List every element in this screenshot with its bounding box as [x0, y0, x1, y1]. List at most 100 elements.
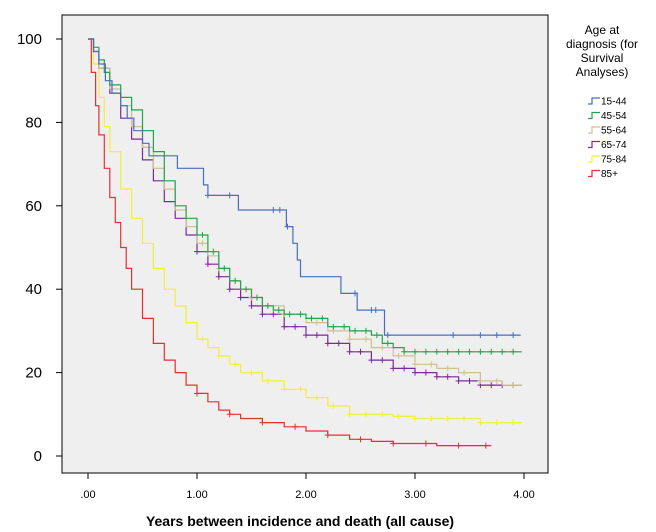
y-tick-label: 40: [25, 281, 42, 298]
legend-label: 75-84: [601, 155, 627, 166]
censor-mark: [221, 265, 228, 272]
censor-mark: [461, 369, 468, 376]
censor-mark: [199, 336, 206, 343]
censor-mark: [384, 340, 391, 347]
censor-mark: [455, 348, 462, 355]
censor-mark: [194, 390, 200, 397]
legend-title-line-2: diagnosis (for: [566, 37, 638, 51]
censor-mark: [199, 240, 206, 247]
censor-mark: [395, 352, 402, 359]
censor-mark: [455, 442, 462, 449]
censor-mark: [444, 348, 451, 355]
censor-mark: [194, 248, 200, 255]
censor-mark: [477, 332, 484, 339]
censor-mark: [362, 336, 369, 343]
censor-mark: [324, 340, 331, 347]
censor-mark: [297, 386, 304, 393]
censor-mark: [477, 419, 484, 426]
censor-mark: [422, 348, 429, 355]
censor-mark: [368, 357, 375, 364]
censor-mark: [275, 307, 282, 314]
censor-mark: [433, 348, 440, 355]
series-45-54: [88, 38, 522, 355]
y-tick-label: 60: [25, 198, 42, 215]
censor-mark: [401, 365, 408, 372]
censor-mark: [510, 332, 517, 339]
series-line-75-84: [88, 38, 522, 424]
censor-mark: [482, 442, 489, 449]
censor-mark: [226, 411, 233, 418]
censor-mark: [384, 332, 391, 339]
censor-mark: [253, 294, 260, 301]
y-tick-label: 100: [17, 31, 42, 48]
censor-mark: [493, 377, 500, 384]
censor-mark: [313, 319, 320, 326]
censor-mark: [488, 348, 495, 355]
censor-mark: [466, 377, 473, 384]
censor-mark: [422, 369, 429, 376]
censor-mark: [401, 348, 408, 355]
censor-mark: [330, 323, 337, 330]
censor-mark: [204, 192, 211, 199]
legend-swatch: [588, 140, 600, 149]
y-axis-ticks: 0 20 40 60 80 100: [17, 31, 62, 465]
censor-mark: [232, 361, 239, 368]
censor-mark: [264, 377, 271, 384]
censor-mark: [461, 415, 468, 422]
censor-mark: [493, 332, 500, 339]
censor-mark: [412, 361, 418, 368]
series-85: [88, 38, 492, 449]
y-tick-label: 80: [25, 114, 42, 131]
x-axis-ticks: .00 1.00 2.00 3.00 4.00: [80, 473, 535, 501]
censor-mark: [362, 411, 369, 418]
censor-mark: [210, 248, 217, 255]
censor-mark: [444, 373, 451, 380]
series-line-85: [88, 38, 492, 447]
legend-label: 65-74: [601, 140, 627, 151]
censor-mark: [362, 327, 369, 334]
x-tick-label: 1.00: [186, 489, 207, 501]
censor-mark: [286, 311, 293, 318]
x-axis-label: Years between incidence and death (all c…: [146, 513, 454, 529]
legend-title-line-4: Analyses): [576, 65, 629, 79]
censor-mark: [284, 223, 291, 230]
censor-mark: [499, 348, 506, 355]
censor-mark: [313, 332, 320, 339]
censor-mark: [357, 436, 364, 443]
x-tick-label: 3.00: [404, 489, 425, 501]
censor-mark: [357, 348, 364, 355]
legend-item-15-44: 15-44: [588, 97, 627, 108]
censor-mark: [324, 432, 331, 439]
censor-mark: [390, 440, 397, 447]
censor-mark: [444, 415, 451, 422]
series-line-15-44: [88, 38, 521, 336]
legend-label: 55-64: [601, 126, 627, 137]
censor-mark: [395, 413, 402, 420]
legend-swatch: [588, 169, 600, 178]
censor-mark: [270, 206, 277, 213]
censor-mark: [346, 348, 353, 355]
x-tick-label: 4.00: [513, 489, 534, 501]
y-tick-label: 20: [25, 365, 42, 382]
censor-mark: [422, 440, 429, 447]
x-tick-label: 2.00: [295, 489, 316, 501]
censor-mark: [259, 311, 266, 318]
legend-title-line-3: Survival: [581, 51, 624, 65]
legend-item-45-54: 45-54: [588, 111, 627, 122]
legend-label: 45-54: [601, 111, 627, 122]
censor-mark: [444, 365, 451, 372]
legend-item-55-64: 55-64: [588, 126, 627, 137]
legend-swatch: [588, 126, 600, 134]
censor-mark: [412, 415, 418, 422]
censor-mark: [297, 311, 304, 318]
censor-mark: [292, 423, 299, 430]
censor-mark: [319, 315, 326, 322]
censor-mark: [352, 327, 359, 334]
plot-background: [61, 14, 549, 474]
censor-mark: [308, 315, 315, 322]
censor-mark: [226, 192, 233, 199]
series-15-44: [88, 38, 521, 339]
series-line-45-54: [88, 38, 522, 353]
censor-mark: [450, 332, 457, 339]
